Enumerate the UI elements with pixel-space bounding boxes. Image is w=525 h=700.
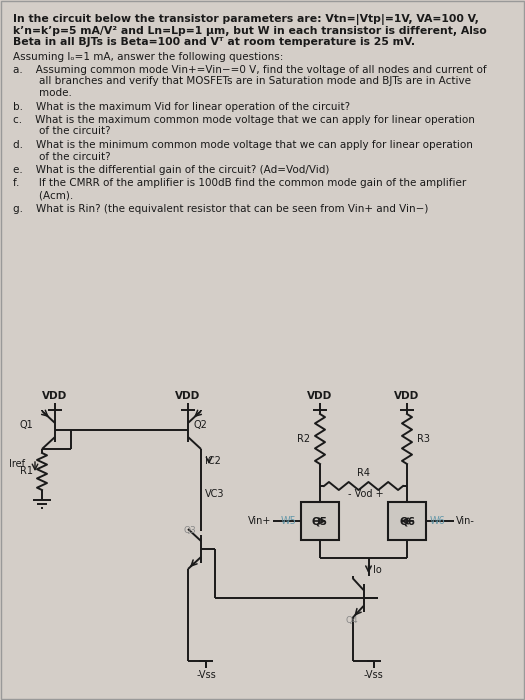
Text: -Vss: -Vss	[364, 670, 383, 680]
Text: VDD: VDD	[394, 391, 419, 401]
Text: R3: R3	[417, 434, 430, 444]
Text: VDD: VDD	[43, 391, 68, 401]
Text: VC3: VC3	[205, 489, 225, 499]
Text: -Vss: -Vss	[196, 670, 216, 680]
Text: Assuming Iₒ=1 mA, answer the following questions:: Assuming Iₒ=1 mA, answer the following q…	[13, 52, 284, 62]
Text: e.    What is the differential gain of the circuit? (Ad=Vod/Vid): e. What is the differential gain of the …	[13, 165, 329, 175]
Text: Beta in all BJTs is Beta=100 and Vᵀ at room temperature is 25 mV.: Beta in all BJTs is Beta=100 and Vᵀ at r…	[13, 37, 415, 47]
Text: of the circuit?: of the circuit?	[13, 127, 111, 136]
Text: (Acm).: (Acm).	[13, 190, 74, 200]
Text: W6: W6	[430, 516, 446, 526]
Text: mode.: mode.	[13, 88, 72, 98]
Text: Q5: Q5	[312, 516, 328, 526]
Text: R1: R1	[20, 466, 33, 477]
Text: d.    What is the minimum common mode voltage that we can apply for linear opera: d. What is the minimum common mode volta…	[13, 140, 473, 150]
Text: a.    Assuming common mode Vin+=Vin−=0 V, find the voltage of all nodes and curr: a. Assuming common mode Vin+=Vin−=0 V, f…	[13, 65, 487, 75]
Text: R4: R4	[357, 468, 370, 478]
Text: b.    What is the maximum Vid for linear operation of the circuit?: b. What is the maximum Vid for linear op…	[13, 102, 350, 111]
Text: In the circuit below the transistor parameters are: Vtn=|Vtp|=1V, VA=100 V,: In the circuit below the transistor para…	[13, 14, 479, 25]
Text: R2: R2	[297, 434, 310, 444]
Text: VDD: VDD	[307, 391, 333, 401]
Text: all branches and verify that MOSFETs are in Saturation mode and BJTs are in Acti: all branches and verify that MOSFETs are…	[13, 76, 471, 87]
Text: Vin+: Vin+	[248, 516, 271, 526]
Text: Q1: Q1	[19, 420, 33, 430]
Text: c.    What is the maximum common mode voltage that we can apply for linear opera: c. What is the maximum common mode volta…	[13, 115, 475, 125]
Text: W5: W5	[281, 516, 297, 526]
Text: Q6: Q6	[399, 516, 415, 526]
Text: of the circuit?: of the circuit?	[13, 151, 111, 162]
Text: Vin-: Vin-	[456, 516, 475, 526]
Text: VDD: VDD	[175, 391, 201, 401]
Text: Q2: Q2	[193, 420, 207, 430]
Bar	[301, 502, 339, 540]
Text: - Vod +: - Vod +	[348, 489, 383, 499]
Text: Q4: Q4	[346, 616, 359, 625]
Text: g.    What is Rin? (the equivalent resistor that can be seen from Vin+ and Vin−): g. What is Rin? (the equivalent resistor…	[13, 204, 428, 214]
Text: IC2: IC2	[205, 456, 221, 466]
Text: Q3: Q3	[183, 526, 196, 536]
Bar	[388, 502, 426, 540]
Text: Iref: Iref	[9, 459, 25, 469]
Text: k’n=k’p=5 mA/V² and Ln=Lp=1 μm, but W in each transistor is different, Also: k’n=k’p=5 mA/V² and Ln=Lp=1 μm, but W in…	[13, 25, 487, 36]
Text: Io: Io	[373, 565, 382, 575]
Text: f.      If the CMRR of the amplifier is 100dB find the common mode gain of the a: f. If the CMRR of the amplifier is 100dB…	[13, 178, 466, 188]
